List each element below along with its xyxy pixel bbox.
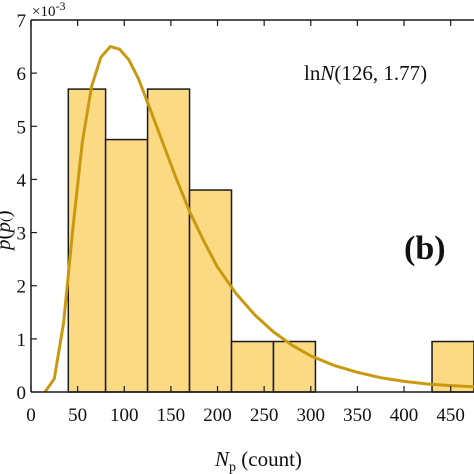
x-tick-label: 50 <box>68 405 87 426</box>
y-tick-label: 6 <box>17 64 27 85</box>
histogram-bar-0 <box>67 88 107 393</box>
histogram-bar-4 <box>230 340 275 393</box>
fit-label: lnN(126, 1.77) <box>304 61 427 85</box>
y-tick-label: 0 <box>17 383 27 404</box>
axes <box>30 19 474 393</box>
x-tick-label: 250 <box>250 405 279 426</box>
y-axis-ticks: 0 1 2 3 4 5 6 7 <box>17 11 37 404</box>
x-axis-label: Np (count) <box>214 447 302 474</box>
x-tick-label: 450 <box>436 405 465 426</box>
x-tick-label: 150 <box>157 405 186 426</box>
x-tick-label: 400 <box>390 405 419 426</box>
y-tick-label: 3 <box>17 224 27 245</box>
histogram-bar-1 <box>104 138 149 393</box>
svg-text:p(p(): p(p() <box>0 210 15 252</box>
y-tick-label: 5 <box>17 117 27 138</box>
x-tick-label: 100 <box>110 405 139 426</box>
y-tick-label: 1 <box>17 330 27 351</box>
lognormal-fit-curve <box>43 44 474 393</box>
histogram-bar-2 <box>146 88 191 393</box>
panel-label: (b) <box>404 230 446 267</box>
histogram-bar-5 <box>272 340 317 393</box>
x-tick-label: 350 <box>343 405 372 426</box>
x-tick-label: 0 <box>26 405 36 426</box>
x-tick-label: 200 <box>203 405 232 426</box>
histogram-bars <box>67 88 474 393</box>
histogram-bar-3 <box>188 189 233 393</box>
y-tick-label: 4 <box>17 170 27 191</box>
x-tick-label: 300 <box>297 405 326 426</box>
x-axis-ticks: 0 50 100 150 200 250 300 350 400 450 <box>26 20 465 426</box>
y-tick-label: 2 <box>17 277 27 298</box>
y-axis-exponent: ×10-3 <box>32 0 65 20</box>
y-axis-label-cropped: p(p() <box>0 210 15 252</box>
y-tick-label: 7 <box>17 11 27 32</box>
